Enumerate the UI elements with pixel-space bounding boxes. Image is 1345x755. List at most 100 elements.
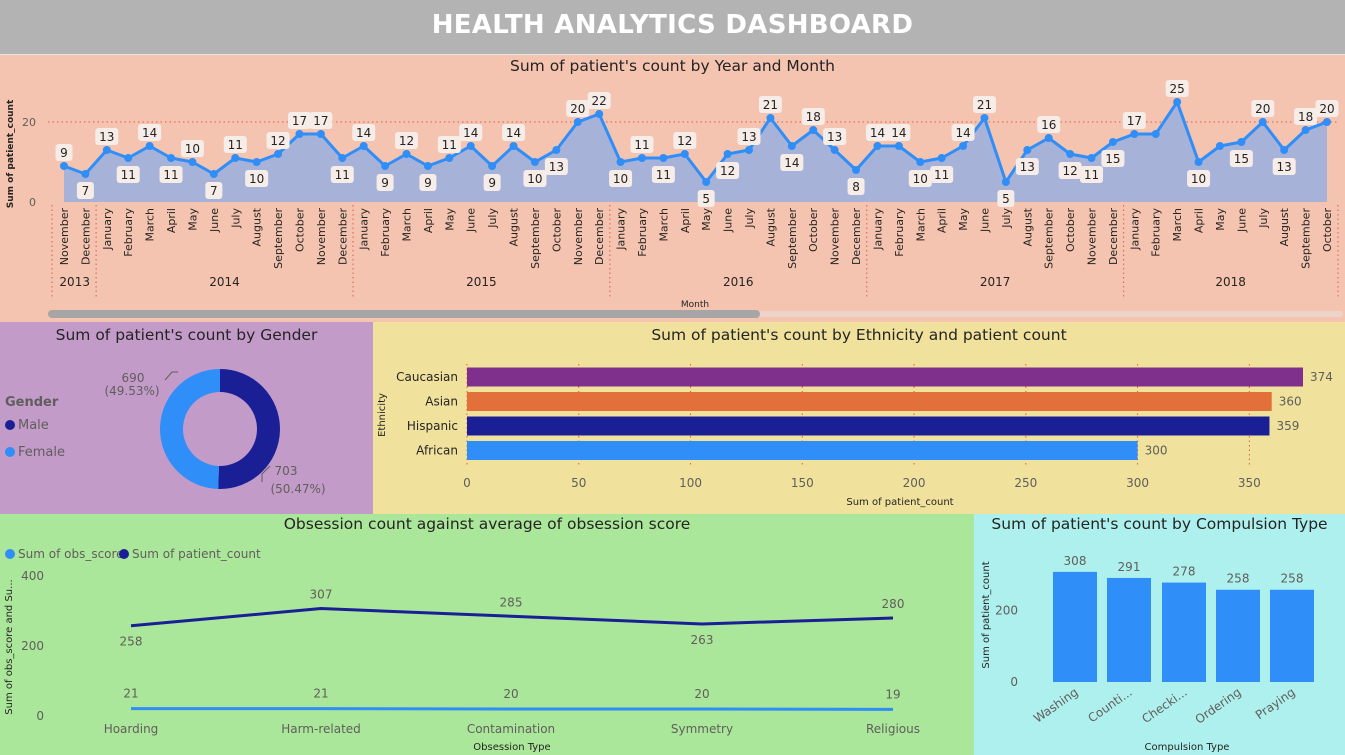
timeline-data-label: 21 [763, 98, 778, 112]
female-value-label: 690 [122, 371, 145, 385]
timeline-label-box [1251, 100, 1275, 117]
timeline-panel[interactable]: Sum of patient's count by Year and Month… [0, 55, 1345, 322]
timeline-data-label: 14 [955, 126, 970, 140]
timeline-chart: Sum of patient_count 0 20 9 7 13 11 14 11 10 7 11 10… [6, 80, 1339, 310]
timeline-scrollbar-thumb[interactable] [48, 310, 760, 318]
ethnicity-title: Sum of patient's count by Ethnicity and … [651, 326, 1067, 344]
timeline-label-box [395, 132, 419, 149]
ethnicity-x-axis-title: Sum of patient_count [846, 497, 953, 508]
obsession-panel[interactable]: Obsession count against average of obses… [0, 514, 974, 755]
gender-legend-title: Gender [5, 395, 59, 410]
compulsion-value-label: 291 [1118, 560, 1141, 574]
timeline-month-label: May [700, 208, 713, 231]
timeline-data-label: 20 [1319, 102, 1334, 116]
compulsion-value-label: 308 [1064, 554, 1087, 568]
timeline-label-box [737, 128, 761, 145]
timeline-data-label: 11 [656, 168, 671, 182]
compulsion-bar [1216, 589, 1260, 682]
compulsion-bar [1053, 571, 1097, 682]
timeline-month-label: August [1278, 207, 1291, 246]
timeline-point [145, 142, 154, 150]
timeline-month-label: February [1150, 208, 1163, 257]
timeline-month-label: August [251, 207, 264, 246]
timeline-point [274, 150, 283, 158]
timeline-data-label: 16 [1041, 118, 1056, 132]
timeline-label-box [697, 190, 715, 207]
obsession-data-label: 263 [691, 633, 714, 647]
timeline-data-label: 20 [1255, 102, 1270, 116]
timeline-data-label: 10 [613, 172, 628, 186]
timeline-point [552, 146, 561, 154]
timeline-point [573, 118, 582, 126]
timeline-month-label: July [229, 208, 242, 229]
timeline-label-box [437, 136, 461, 153]
legend-item-patient-count[interactable]: Sum of patient_count [119, 547, 261, 561]
timeline-data-label: 5 [1002, 192, 1010, 206]
compulsion-category-label: Checki... [1139, 685, 1189, 726]
gender-panel[interactable]: Sum of patient's count by Gender Gender … [0, 322, 373, 514]
ethnicity-y-axis-title: Ethnicity [377, 393, 388, 437]
legend-item-male[interactable]: Male [5, 418, 49, 433]
timeline-month-label: September [1043, 208, 1056, 269]
timeline-point [937, 154, 946, 162]
timeline-label-box [223, 136, 247, 153]
timeline-point [1151, 130, 1160, 138]
compulsion-panel[interactable]: Sum of patient's count by Compulsion Typ… [974, 514, 1345, 755]
timeline-point [873, 142, 882, 150]
timeline-data-label: 10 [185, 142, 200, 156]
timeline-point [209, 170, 218, 178]
timeline-data-label: 10 [913, 172, 928, 186]
ethnicity-category-label: African [416, 444, 458, 458]
ethnicity-bar-african [467, 441, 1138, 460]
timeline-label-box [1229, 150, 1253, 167]
legend-item-female[interactable]: Female [5, 445, 65, 460]
timeline-label-box [180, 140, 204, 157]
timeline-data-label: 15 [1105, 152, 1120, 166]
timeline-label-box [847, 178, 865, 195]
timeline-month-label: June [978, 208, 991, 233]
timeline-month-label: March [657, 208, 670, 242]
timeline-data-label: 18 [806, 110, 821, 124]
legend-label-female: Female [18, 445, 66, 460]
legend-label-male: Male [18, 418, 49, 433]
gender-slice-male [218, 369, 280, 489]
timeline-month-label: August [508, 207, 521, 246]
timeline-point [509, 142, 518, 150]
timeline-month-label: December [79, 208, 92, 266]
timeline-label-box [1015, 158, 1039, 175]
timeline-point [809, 126, 818, 134]
timeline-data-label: 10 [249, 172, 264, 186]
timeline-month-label: July [486, 208, 499, 229]
timeline-data-label: 14 [784, 156, 799, 170]
timeline-month-label: March [401, 208, 414, 242]
timeline-month-label: January [1128, 208, 1141, 251]
obsession-data-label: 307 [310, 588, 333, 602]
ethnicity-panel[interactable]: Sum of patient's count by Ethnicity and … [373, 322, 1345, 514]
timeline-data-label: 13 [549, 160, 564, 174]
obsession-title: Obsession count against average of obses… [283, 515, 691, 533]
timeline-month-label: June [208, 208, 221, 233]
timeline-month-label: November [829, 208, 842, 266]
timeline-month-label: March [914, 208, 927, 242]
patient-count-dot-icon [119, 549, 129, 559]
legend-item-obs-score[interactable]: Sum of obs_score [5, 547, 124, 561]
compulsion-y-axis-title: Sum of patient_count [981, 561, 992, 668]
timeline-label-box [159, 166, 183, 183]
obsession-line-chart: 0 200 400 21 21 20 20 19 258 307 285 263 280 Hoarding… [4, 569, 920, 753]
timeline-label-box [352, 124, 376, 141]
timeline-label-box [908, 170, 932, 187]
timeline-month-label: February [636, 208, 649, 257]
timeline-data-label: 14 [870, 126, 885, 140]
gender-title: Sum of patient's count by Gender [55, 326, 318, 344]
timeline-point [1173, 98, 1182, 106]
obsession-category-label: Religious [866, 722, 920, 736]
ethnicity-category-label: Asian [425, 395, 458, 409]
timeline-year-label: 2013 [59, 275, 90, 289]
timeline-point [1066, 150, 1075, 158]
timeline-data-label: 25 [1170, 82, 1185, 96]
timeline-point [595, 110, 604, 118]
timeline-data-label: 9 [381, 176, 389, 190]
timeline-data-label: 11 [634, 138, 649, 152]
timeline-month-label: September [529, 208, 542, 269]
timeline-label-box [630, 136, 654, 153]
